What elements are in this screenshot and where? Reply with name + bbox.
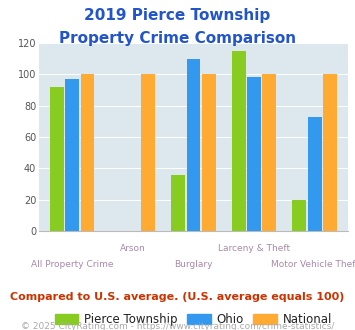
Bar: [202, 74, 215, 231]
Text: Property Crime Comparison: Property Crime Comparison: [59, 31, 296, 46]
Text: Larceny & Theft: Larceny & Theft: [218, 244, 290, 253]
Bar: [262, 74, 276, 231]
Bar: [323, 74, 337, 231]
Bar: [232, 51, 246, 231]
Bar: [293, 200, 306, 231]
Bar: [50, 87, 64, 231]
Bar: [186, 59, 201, 231]
Text: Compared to U.S. average. (U.S. average equals 100): Compared to U.S. average. (U.S. average …: [10, 292, 345, 302]
Bar: [171, 175, 185, 231]
Text: Burglary: Burglary: [174, 260, 213, 269]
Bar: [141, 74, 155, 231]
Legend: Pierce Township, Ohio, National: Pierce Township, Ohio, National: [50, 308, 337, 330]
Bar: [81, 74, 94, 231]
Bar: [308, 116, 322, 231]
Text: All Property Crime: All Property Crime: [31, 260, 114, 269]
Text: Arson: Arson: [120, 244, 146, 253]
Text: Motor Vehicle Theft: Motor Vehicle Theft: [271, 260, 355, 269]
Text: © 2025 CityRating.com - https://www.cityrating.com/crime-statistics/: © 2025 CityRating.com - https://www.city…: [21, 322, 334, 330]
Text: 2019 Pierce Township: 2019 Pierce Township: [84, 8, 271, 23]
Bar: [247, 78, 261, 231]
Bar: [65, 79, 79, 231]
